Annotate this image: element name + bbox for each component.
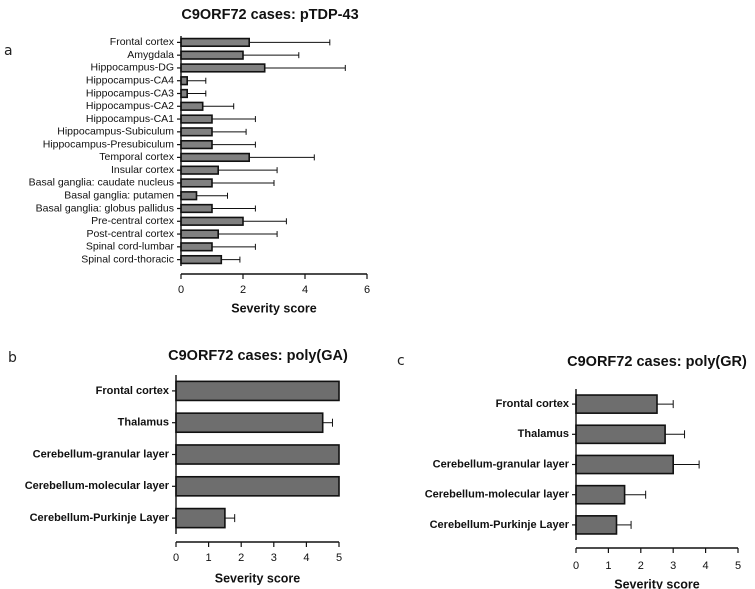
x-axis-label: Severity score	[614, 577, 700, 589]
category-label: Hippocampus-CA3	[86, 87, 174, 99]
bar	[175, 380, 340, 402]
bar	[180, 229, 220, 239]
category-label: Cerebellum-molecular layer	[25, 480, 170, 492]
category-label: Cerebellum-molecular layer	[425, 489, 570, 501]
category-label: Hippocampus-CA1	[86, 113, 174, 125]
panel-b-letter: b	[8, 350, 17, 366]
category-label: Cerebellum-granular layer	[433, 458, 570, 470]
x-tick-label: 2	[240, 284, 246, 296]
category-label: Pre-central cortex	[91, 215, 175, 227]
x-tick-label: 1	[605, 560, 611, 572]
category-label: Cerebellum-granular layer	[33, 448, 170, 460]
panel-a-letter: a	[4, 43, 13, 59]
category-label: Amygdala	[127, 49, 174, 61]
bar	[175, 475, 340, 497]
chart-title: C9ORF72 cases: poly(GR)	[567, 354, 747, 370]
x-tick-label: 5	[336, 552, 342, 564]
bar	[175, 412, 324, 434]
chart-title: C9ORF72 cases: poly(GA)	[168, 348, 348, 364]
bar	[180, 63, 266, 73]
category-label: Basal ganglia: putamen	[64, 190, 174, 202]
category-label: Frontal cortex	[496, 398, 570, 410]
bar	[575, 484, 626, 505]
x-tick-label: 3	[670, 560, 676, 572]
bar	[180, 191, 198, 201]
category-label: Thalamus	[118, 417, 169, 429]
bar	[575, 424, 666, 445]
category-label: Hippocampus-CA4	[86, 75, 174, 87]
category-label: Spinal cord-thoracic	[81, 253, 174, 265]
bar	[180, 76, 188, 86]
bar	[180, 37, 250, 48]
category-label: Insular cortex	[111, 164, 175, 176]
chart-poly-ga: C9ORF72 cases: poly(GA) Frontal cortex Tha…	[25, 348, 348, 585]
bar	[575, 515, 618, 535]
category-label: Hippocampus-CA2	[86, 100, 174, 112]
category-label: Spinal cord-lumbar	[86, 241, 175, 253]
bar	[175, 444, 340, 465]
category-label: Hippocampus-Presubiculum	[43, 138, 175, 150]
x-tick-label: 1	[206, 552, 212, 564]
panel-c-letter: c	[397, 353, 405, 369]
x-tick-label: 4	[302, 284, 308, 296]
category-label: Hippocampus-Subiculum	[57, 126, 174, 138]
x-tick-label: 0	[573, 560, 579, 572]
category-label: Thalamus	[518, 428, 569, 440]
chart-ptdp43: C9ORF72 cases: pTDP-43 Frontal cortexAmyg…	[29, 7, 370, 315]
x-axis-label: Severity score	[215, 571, 301, 585]
category-label: Temporal cortex	[99, 151, 174, 163]
bar	[180, 242, 213, 252]
bar	[180, 178, 213, 188]
x-tick-label: 4	[703, 560, 709, 572]
category-label: Hippocampus-DG	[91, 62, 174, 74]
bar	[180, 127, 213, 137]
x-tick-label: 0	[173, 552, 179, 564]
bar	[180, 165, 220, 175]
category-label: Post-central cortex	[86, 228, 174, 240]
x-axis-label: Severity score	[231, 301, 317, 315]
bar	[180, 139, 213, 150]
bar	[180, 152, 250, 163]
category-label: Basal ganglia: caudate nucleus	[29, 177, 174, 189]
category-label: Frontal cortex	[110, 36, 175, 48]
bar	[180, 114, 213, 124]
bar	[180, 254, 223, 265]
category-label: Frontal cortex	[96, 385, 170, 397]
chart-title: C9ORF72 cases: pTDP-43	[181, 7, 358, 23]
bar	[180, 50, 244, 60]
x-tick-label: 3	[271, 552, 277, 564]
bar	[180, 88, 188, 99]
bar	[175, 507, 226, 529]
x-tick-label: 6	[364, 284, 370, 296]
chart-poly-gr: C9ORF72 cases: poly(GR) Frontal cortex Tha…	[425, 354, 747, 589]
bar	[180, 101, 204, 111]
category-label: Cerebellum-Purkinje Layer	[430, 519, 570, 531]
bar	[575, 394, 658, 414]
category-label: Basal ganglia: globus pallidus	[36, 202, 174, 214]
category-label: Cerebellum-Purkinje Layer	[30, 512, 170, 524]
x-tick-label: 4	[303, 552, 309, 564]
bar	[180, 203, 213, 214]
bar	[180, 216, 244, 226]
bar	[575, 454, 674, 475]
x-tick-label: 2	[638, 560, 644, 572]
x-tick-label: 0	[178, 284, 184, 296]
x-tick-label: 5	[735, 560, 741, 572]
x-tick-label: 2	[238, 552, 244, 564]
